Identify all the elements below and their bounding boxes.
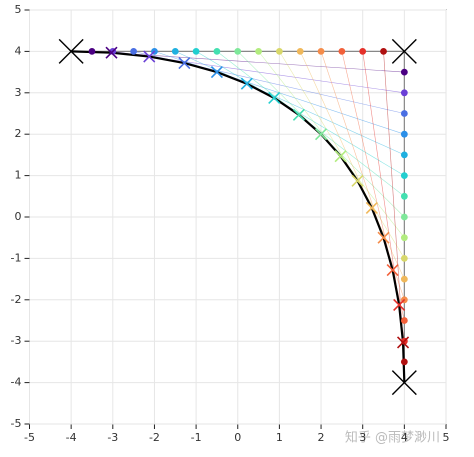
curve-point: [240, 77, 253, 90]
y-tick-label: -1: [11, 251, 22, 264]
curve-point: [178, 56, 191, 70]
guide-point: [276, 48, 283, 55]
curve-point: [386, 263, 399, 277]
y-tick-label: 1: [15, 169, 22, 182]
guide-point: [359, 48, 367, 55]
x-tick-label: 0: [234, 431, 241, 444]
curve-point: [292, 108, 305, 121]
y-tick-label: 5: [15, 3, 22, 16]
guide-line: [383, 51, 405, 362]
watermark: 知乎 @雨梦渺川: [345, 430, 440, 446]
y-tick-label: -2: [11, 293, 22, 306]
curve-point: [105, 46, 118, 59]
guide-point: [400, 255, 408, 262]
y-tick-label: -3: [11, 334, 22, 347]
y-tick-label: 4: [15, 44, 22, 57]
guide-point: [296, 48, 304, 55]
control-point: [58, 38, 84, 64]
curve-point: [377, 231, 390, 244]
x-tick-label: -3: [107, 431, 118, 444]
guide-point: [400, 130, 408, 138]
x-tick-label: -4: [66, 431, 77, 444]
y-tick-label: -4: [11, 376, 22, 389]
curve-point: [365, 201, 378, 215]
x-tick-label: 4: [401, 431, 408, 444]
guide-point: [234, 48, 242, 55]
y-tick-label: 2: [15, 127, 22, 140]
guide-point: [400, 192, 408, 200]
guide-point: [130, 48, 138, 55]
guide-point: [400, 151, 408, 159]
curve-point: [334, 150, 347, 163]
guide-point: [400, 317, 408, 324]
y-tick-label: -5: [11, 417, 22, 430]
x-tick-label: -1: [191, 431, 202, 444]
guide-point: [192, 48, 200, 55]
guide-point: [400, 89, 408, 97]
curve-point: [143, 50, 156, 63]
guide-point: [400, 234, 408, 242]
x-tick-label: -5: [24, 431, 35, 444]
x-tick-label: -2: [149, 431, 160, 444]
guide-point: [400, 68, 408, 76]
guide-point: [317, 48, 325, 55]
y-tick-label: 3: [15, 86, 22, 99]
control-point: [391, 38, 417, 64]
guide-point: [171, 48, 179, 55]
curve-point: [396, 336, 410, 349]
x-tick-label: 5: [443, 431, 450, 444]
guide-point: [88, 48, 96, 55]
guide-point: [400, 275, 408, 283]
curve-point: [393, 298, 406, 312]
x-tick-label: 2: [318, 431, 325, 444]
curve-point: [268, 91, 281, 105]
guide-point: [400, 213, 408, 221]
x-tick-label: 1: [276, 431, 283, 444]
curve-point: [314, 128, 328, 141]
guide-point: [400, 358, 408, 366]
x-tick-label: 3: [359, 431, 366, 444]
control-point: [391, 370, 417, 396]
guide-point: [338, 48, 346, 55]
guide-point: [380, 48, 387, 55]
curve-point: [210, 66, 223, 79]
y-tick-label: 0: [15, 210, 22, 223]
guide-point: [255, 48, 262, 55]
guide-point: [400, 110, 408, 117]
guide-point: [400, 172, 408, 180]
guide-point: [213, 48, 221, 55]
curve-point: [351, 174, 364, 187]
